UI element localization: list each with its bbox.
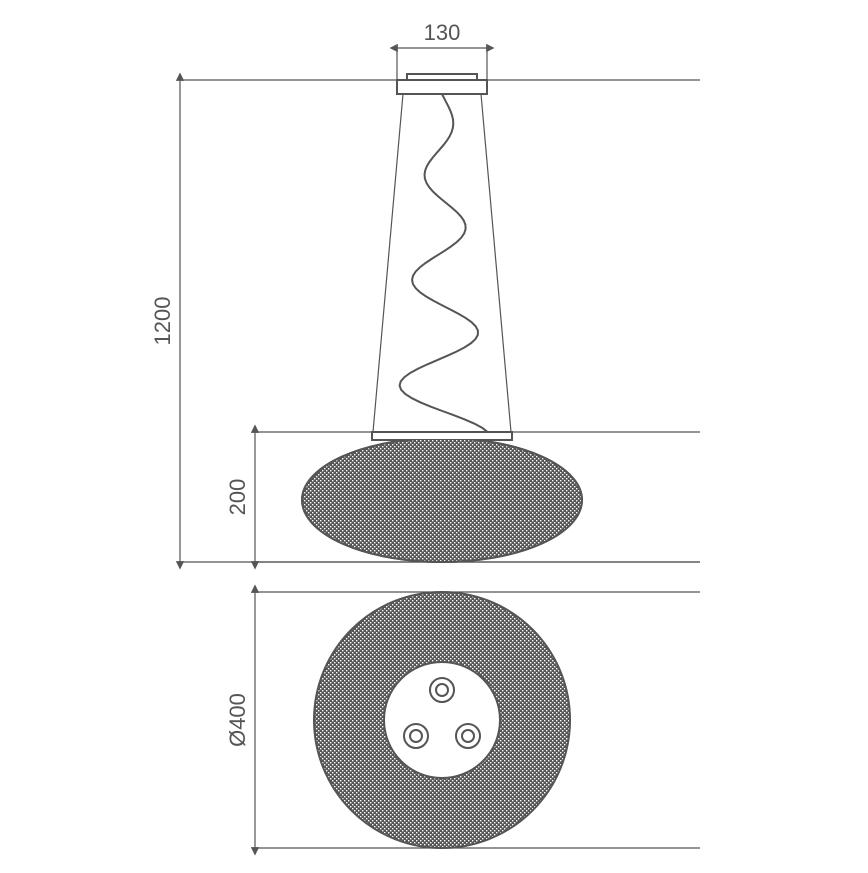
dim-label: Ø400 [225,693,250,747]
shade-top-plate [372,432,512,440]
dim-label: 200 [225,479,250,516]
wire-right [481,94,511,432]
wire-left [373,94,403,432]
shade-top-inner [384,662,500,778]
dim-label: 1200 [150,297,175,346]
canopy [397,80,487,94]
power-cord [400,94,488,432]
dim-label: 130 [424,20,461,45]
